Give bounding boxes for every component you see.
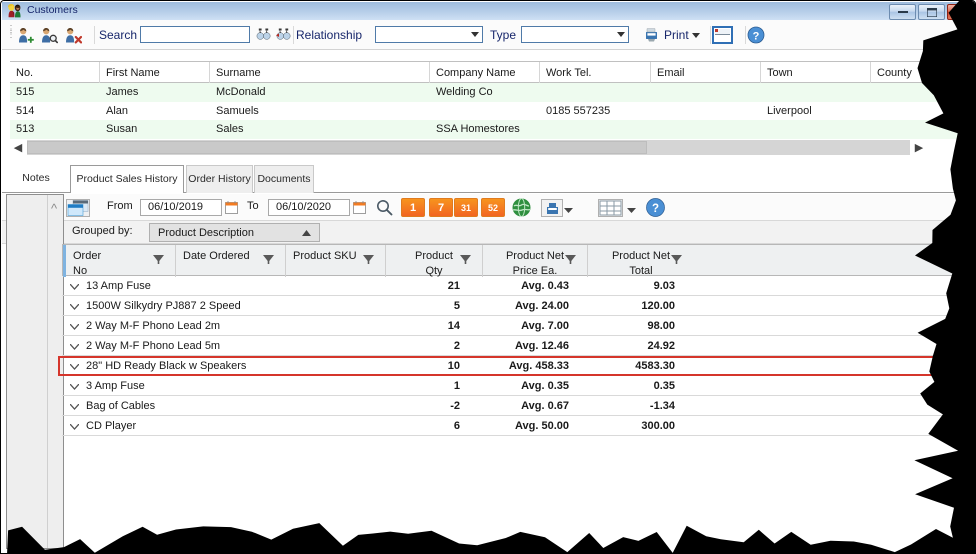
- svg-text:?: ?: [753, 31, 760, 43]
- svg-text:?: ?: [652, 203, 659, 215]
